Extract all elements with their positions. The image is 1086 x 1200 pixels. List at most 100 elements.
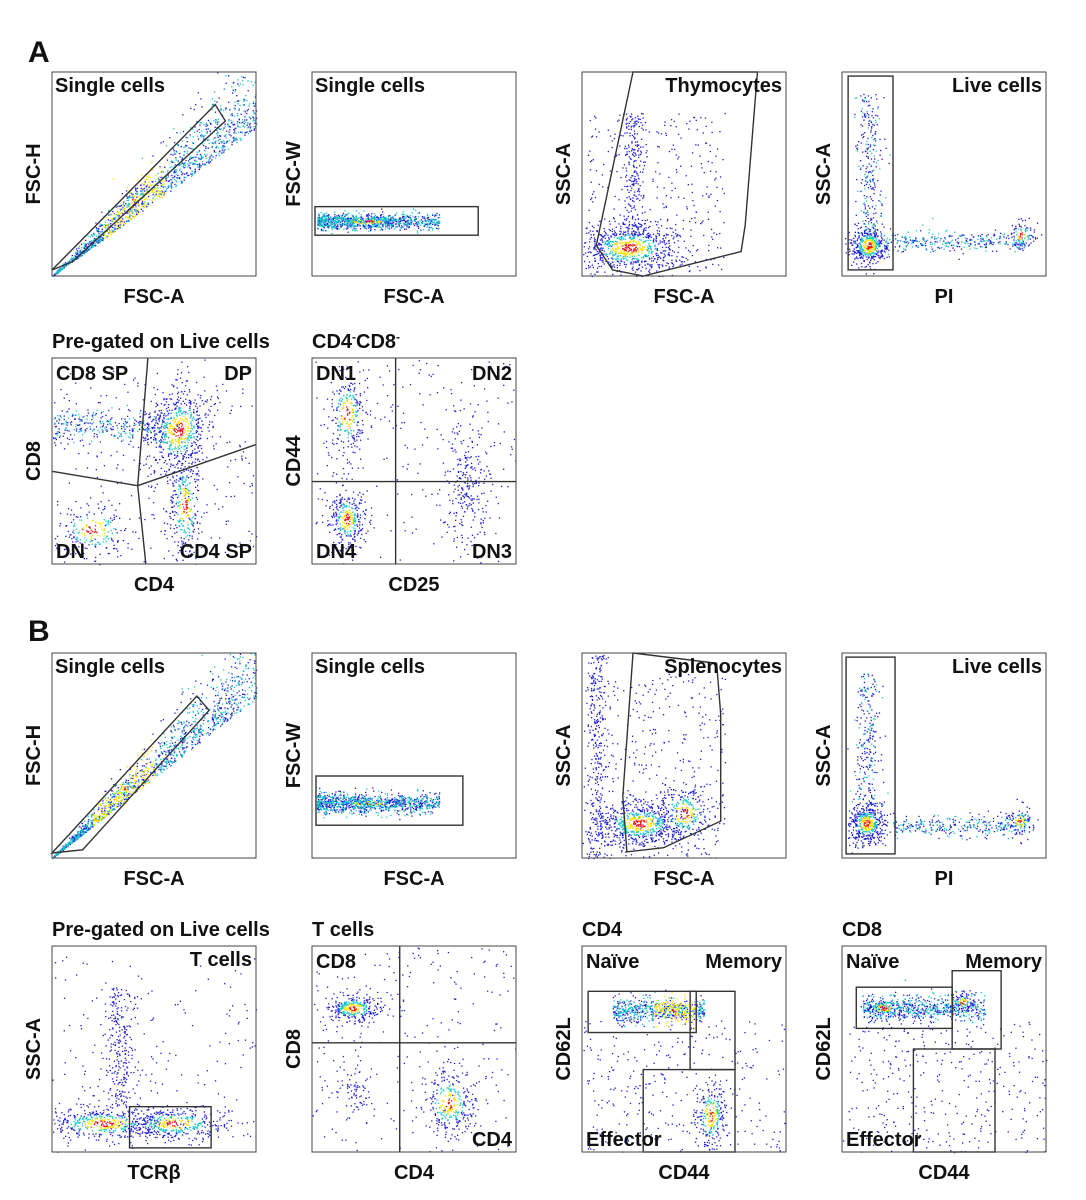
event-dot xyxy=(1014,242,1016,244)
event-dot xyxy=(348,226,350,228)
event-dot xyxy=(646,249,649,252)
event-dot xyxy=(358,222,361,224)
event-dot xyxy=(873,241,875,243)
event-dot xyxy=(240,113,242,115)
event-dot xyxy=(855,247,857,249)
event-dot xyxy=(191,174,193,176)
event-dot xyxy=(188,164,190,166)
event-dot xyxy=(147,199,149,201)
event-dot xyxy=(883,246,885,248)
event-dot xyxy=(384,220,386,222)
event-dot xyxy=(174,153,176,155)
event-dot xyxy=(374,229,376,231)
event-dot xyxy=(224,125,226,128)
event-dot xyxy=(632,240,634,243)
event-dot xyxy=(689,270,691,272)
event-dot xyxy=(870,198,873,200)
event-dot xyxy=(625,174,628,176)
event-dot xyxy=(118,207,120,209)
event-dot xyxy=(865,226,867,228)
event-dot xyxy=(905,245,907,247)
event-dot xyxy=(883,239,885,241)
event-dot xyxy=(343,228,345,230)
event-dot xyxy=(201,134,203,136)
event-dot xyxy=(189,134,191,136)
event-dot xyxy=(871,137,873,139)
event-dot xyxy=(109,229,111,231)
event-dot xyxy=(340,218,342,220)
event-dot xyxy=(369,220,371,222)
event-dot xyxy=(635,195,637,198)
event-dot xyxy=(1021,232,1023,234)
event-dot xyxy=(91,234,93,236)
event-dot xyxy=(199,122,201,124)
event-dot xyxy=(887,242,889,244)
event-dot xyxy=(656,258,659,261)
event-dot xyxy=(880,240,882,242)
event-dot xyxy=(865,177,867,179)
event-dot xyxy=(945,245,947,247)
event-dot xyxy=(989,242,991,244)
event-dot xyxy=(862,151,864,153)
event-dot xyxy=(897,240,899,242)
event-dot xyxy=(637,189,640,191)
event-dot xyxy=(866,196,868,198)
event-dot xyxy=(141,203,143,205)
event-dot xyxy=(233,132,235,134)
event-dot xyxy=(650,250,652,252)
event-dot xyxy=(1022,220,1024,222)
event-dot xyxy=(390,219,392,222)
event-dot xyxy=(205,155,207,157)
event-dot xyxy=(338,221,340,223)
event-dot xyxy=(655,236,657,238)
event-dot xyxy=(612,233,614,235)
event-dot xyxy=(662,203,664,205)
event-dot xyxy=(191,161,193,164)
event-dot xyxy=(983,244,986,246)
event-dot xyxy=(432,223,434,225)
event-dot xyxy=(100,240,103,242)
event-dot xyxy=(191,456,193,459)
event-dot xyxy=(135,188,137,190)
event-dot xyxy=(873,259,875,261)
event-dot xyxy=(873,213,875,215)
event-dot xyxy=(677,234,679,236)
event-dot xyxy=(996,250,998,252)
event-dot xyxy=(608,238,610,240)
event-dot xyxy=(870,245,872,247)
event-dot xyxy=(851,239,853,241)
event-dot xyxy=(59,268,61,270)
event-dot xyxy=(1018,248,1020,250)
event-dot xyxy=(358,223,360,225)
event-dot xyxy=(630,240,632,242)
event-dot xyxy=(168,454,170,456)
event-dot xyxy=(872,139,875,141)
event-dot xyxy=(695,144,697,146)
event-dot xyxy=(340,223,342,225)
event-dot xyxy=(114,224,116,226)
event-dot xyxy=(590,198,592,201)
event-dot xyxy=(404,222,406,224)
event-dot xyxy=(597,224,599,226)
event-dot xyxy=(174,176,176,178)
event-dot xyxy=(614,251,616,254)
event-dot xyxy=(655,237,657,240)
event-dot xyxy=(626,245,628,248)
event-dot xyxy=(627,189,629,191)
event-dot xyxy=(194,448,196,450)
event-dot xyxy=(858,235,860,237)
event-dot xyxy=(868,261,871,263)
event-dot xyxy=(113,228,115,230)
event-dot xyxy=(71,257,73,259)
event-dot xyxy=(595,253,598,256)
event-dot xyxy=(659,173,661,175)
event-dot xyxy=(858,165,860,167)
event-dot xyxy=(376,223,378,225)
event-dot xyxy=(594,260,596,262)
event-dot xyxy=(367,218,370,220)
event-dot xyxy=(204,164,207,166)
event-dot xyxy=(351,225,353,227)
event-dot xyxy=(864,116,866,118)
event-dot xyxy=(978,243,980,245)
event-dot xyxy=(161,189,163,192)
